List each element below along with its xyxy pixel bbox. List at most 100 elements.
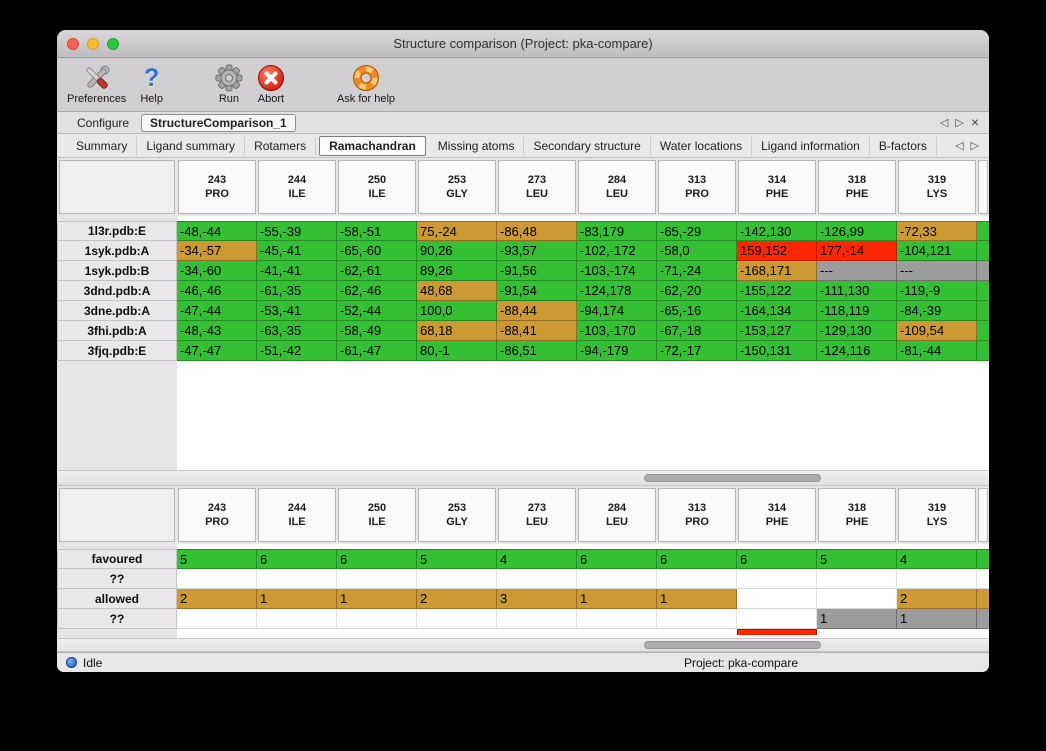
ramachandran-count-table: 243 PRO 244 ILE 250 ILE 253 GLY 273 LEU 284 LEU 313 P… [57,486,989,638]
tab-summary[interactable]: Summary [67,136,138,155]
table-cell: -65,-16 [657,301,737,321]
table-row: 3dne.pdb:A -47,-44 -53,-41 -52,-44 100,0 -88,… [57,301,989,321]
table-cell [257,609,337,629]
table-cell: -71,-24 [657,261,737,281]
table-cell: 90,26 [417,241,497,261]
table-cell [497,569,577,589]
table-cell: -124,116 [817,341,897,361]
table-row: 1syk.pdb:B -34,-60 -41,-41 -62,-61 89,26 -91,… [57,261,989,281]
table-cell: -86,48 [497,221,577,241]
table-cell: -111,130 [817,281,897,301]
column-header-partial [978,160,988,214]
secondary-tab-controls: ◁ ▷ [955,139,989,152]
toolbar: Preferences ? Help [57,58,989,112]
tab-structurecomparison-1[interactable]: StructureComparison_1 [141,113,296,132]
table-cell [417,569,497,589]
abort-button[interactable]: Abort [257,62,285,105]
tab-ligand-summary[interactable]: Ligand summary [137,136,246,155]
table-cell: 3 [497,589,577,609]
close-window-button[interactable] [67,37,79,50]
table-cell: 68,18 [417,321,497,341]
horizontal-scrollbar-bottom[interactable] [57,638,989,652]
minimize-window-button[interactable] [87,37,99,50]
secondary-tab-bar: Summary Ligand summary Rotamers Ramachan… [57,134,989,158]
table-cell: -48,-44 [177,221,257,241]
table-cell: --- [817,261,897,281]
table-cell: -63,-35 [257,321,337,341]
table-cell: -62,-20 [657,281,737,301]
table-cell: -129,130 [817,321,897,341]
table-cell: -62,-61 [337,261,417,281]
column-header: 250 ILE [338,488,416,542]
table-cell [337,609,417,629]
tab-scroll-right-icon[interactable]: ▷ [970,140,979,152]
table-cell: -83,179 [577,221,657,241]
table-cell: -94,174 [577,301,657,321]
table-cell: 1 [897,609,977,629]
scrollbar-thumb[interactable] [644,641,822,649]
row-label: 3dnd.pdb:A [57,281,177,301]
table-cell: 2 [417,589,497,609]
ask-for-help-button[interactable]: Ask for help [337,62,395,105]
zoom-window-button[interactable] [107,37,119,50]
table-cell [897,569,977,589]
table-cell: 89,26 [417,261,497,281]
column-header: 273 LEU [498,160,576,214]
table-cell: -103,-174 [577,261,657,281]
horizontal-scrollbar-top[interactable] [57,470,989,486]
app-window: Structure comparison (Project: pka-compa… [57,30,989,672]
tab-scroll-left-icon[interactable]: ◁ [955,140,964,152]
tab-ligand-information[interactable]: Ligand information [752,136,870,155]
column-header: 318 PHE [818,160,896,214]
table-cell: -81,-44 [897,341,977,361]
column-header: 313 PRO [658,488,736,542]
table-cell [657,569,737,589]
tab-secondary-structure[interactable]: Secondary structure [524,136,651,155]
table-cell: -34,-60 [177,261,257,281]
table-cell: 2 [177,589,257,609]
table-cell: -88,44 [497,301,577,321]
tab-configure[interactable]: Configure [77,115,130,130]
scrollbar-thumb[interactable] [644,474,822,482]
table-cell: -164,134 [737,301,817,321]
table-cell: -88,41 [497,321,577,341]
table-cell [817,589,897,609]
column-header: 243 PRO [178,488,256,542]
table-cell: -168,171 [737,261,817,281]
table-cell [737,569,817,589]
column-header: 314 PHE [738,488,816,542]
table-cell: -86,51 [497,341,577,361]
table-cell-partial [977,589,989,609]
tab-water-locations[interactable]: Water locations [651,136,753,155]
tab-scroll-left-icon[interactable]: ◁ [939,117,949,129]
table-cell: 80,-1 [417,341,497,361]
tab-b-factors[interactable]: B-factors [870,136,937,155]
table-cell: -102,-172 [577,241,657,261]
table-cell: -150,131 [737,341,817,361]
row-label: 3fhi.pdb:A [57,321,177,341]
table-row: favoured 5 6 6 5 4 6 6 6 5 4 [57,549,989,569]
table-cell: 1 [817,609,897,629]
table-cell-partial [977,549,989,569]
column-header: 318 PHE [818,488,896,542]
row-label: 1syk.pdb:A [57,241,177,261]
tab-missing-atoms[interactable]: Missing atoms [429,136,525,155]
run-button[interactable]: Run [215,62,243,105]
table-cell [417,609,497,629]
table-cell: -103,-170 [577,321,657,341]
preferences-button[interactable]: Preferences [67,62,126,105]
column-header: 284 LEU [578,160,656,214]
table-cell-partial [977,321,989,341]
table-row: 3dnd.pdb:A -46,-46 -61,-35 -62,-46 48,68 -91,… [57,281,989,301]
table-cell: -53,-41 [257,301,337,321]
table-cell: 2 [897,589,977,609]
tab-scroll-right-icon[interactable]: ▷ [955,117,964,129]
tab-rotamers[interactable]: Rotamers [245,136,317,155]
table-cell: 75,-24 [417,221,497,241]
table-cell: 159,152 [737,241,817,261]
tab-close-icon[interactable]: × [970,114,979,130]
window-title: Structure comparison (Project: pka-compa… [393,36,653,51]
table-cell: -47,-47 [177,341,257,361]
help-button[interactable]: ? Help [140,62,163,106]
tab-ramachandran[interactable]: Ramachandran [319,135,426,156]
